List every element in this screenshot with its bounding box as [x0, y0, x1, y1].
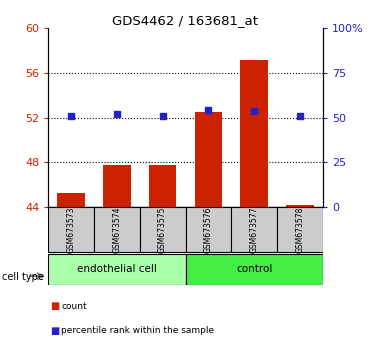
Bar: [149, 165, 176, 207]
Point: [114, 111, 120, 117]
FancyBboxPatch shape: [231, 207, 277, 252]
Text: GSM673574: GSM673574: [112, 206, 121, 253]
FancyBboxPatch shape: [94, 207, 140, 252]
FancyBboxPatch shape: [48, 254, 186, 285]
Text: endothelial cell: endothelial cell: [77, 264, 157, 274]
FancyBboxPatch shape: [186, 254, 323, 285]
Point: [68, 113, 74, 119]
FancyBboxPatch shape: [186, 207, 231, 252]
Point: [206, 107, 211, 113]
Bar: [103, 165, 131, 207]
Text: GSM673575: GSM673575: [158, 206, 167, 253]
FancyBboxPatch shape: [140, 207, 186, 252]
Text: GSM673576: GSM673576: [204, 206, 213, 253]
FancyBboxPatch shape: [277, 207, 323, 252]
Text: control: control: [236, 264, 272, 274]
Text: GSM673573: GSM673573: [67, 206, 76, 253]
Bar: [240, 59, 268, 207]
Bar: [195, 112, 222, 207]
Text: GSM673577: GSM673577: [250, 206, 259, 253]
Text: GSM673578: GSM673578: [295, 206, 304, 253]
Title: GDS4462 / 163681_at: GDS4462 / 163681_at: [112, 14, 259, 27]
Text: ■: ■: [50, 326, 59, 336]
Point: [160, 113, 165, 119]
Point: [297, 113, 303, 119]
Point: [251, 108, 257, 113]
Text: ■: ■: [50, 301, 59, 311]
Text: percentile rank within the sample: percentile rank within the sample: [61, 326, 214, 336]
Text: count: count: [61, 302, 87, 311]
Bar: [286, 205, 313, 207]
Bar: [58, 193, 85, 207]
Text: cell type: cell type: [2, 272, 44, 282]
FancyBboxPatch shape: [48, 207, 94, 252]
